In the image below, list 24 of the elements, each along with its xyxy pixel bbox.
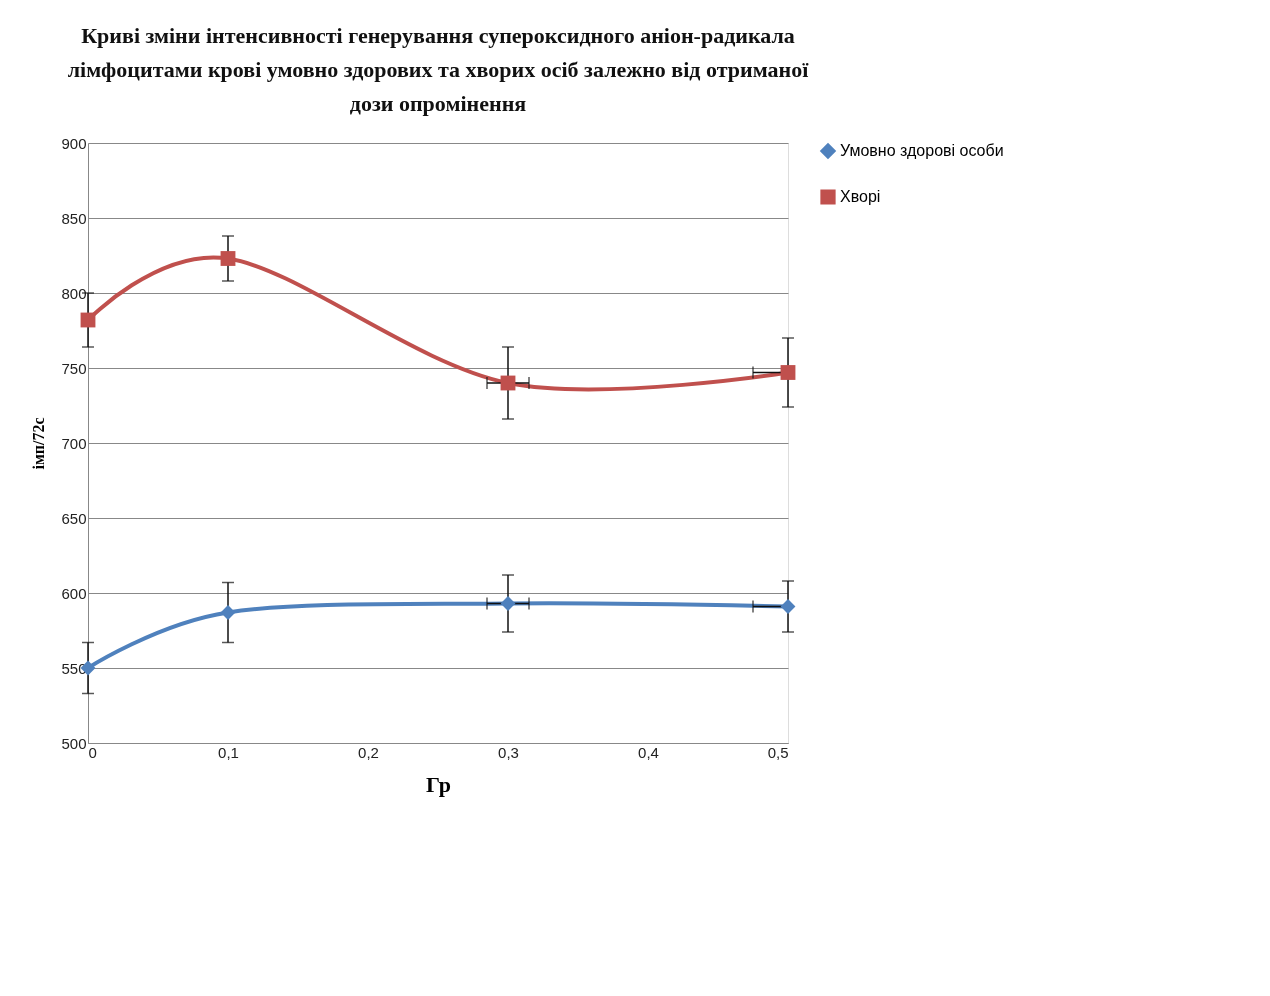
x-tick-label: 0,5 (767, 743, 789, 761)
y-tick-label: 750 (61, 359, 87, 377)
legend-label: Хворі (840, 188, 881, 205)
y-tick-label: 700 (61, 434, 87, 452)
x-tick-label: 0,1 (218, 743, 239, 761)
y-tick-label: 600 (61, 584, 87, 602)
text: дози опромінення (349, 91, 527, 116)
x-tick-label: 0 (88, 743, 97, 761)
point (780, 599, 796, 614)
point (220, 251, 236, 266)
text: лімфоцитами крові умовно здорових та хворих осіб залежно від отриманої (67, 57, 809, 82)
y-tick-label: 900 (61, 134, 87, 152)
y-tick-label: 850 (61, 209, 87, 227)
y-tick-label: 650 (61, 509, 87, 527)
text: Криві зміни інтенсивності генерування супероксидного аніон-радикала (81, 23, 795, 48)
x-tick-label: 0,2 (358, 743, 379, 761)
point (780, 365, 796, 380)
y-tick-label: 800 (61, 284, 87, 302)
x-axis-title: Гр (426, 771, 451, 797)
x-tick-label: 0,4 (638, 743, 659, 761)
legend-label: Умовно здорові особи (840, 142, 1004, 159)
y-tick-label: 500 (61, 734, 87, 752)
y-axis-title: імп/72с (30, 417, 48, 470)
x-tick-label: 0,3 (498, 743, 519, 761)
